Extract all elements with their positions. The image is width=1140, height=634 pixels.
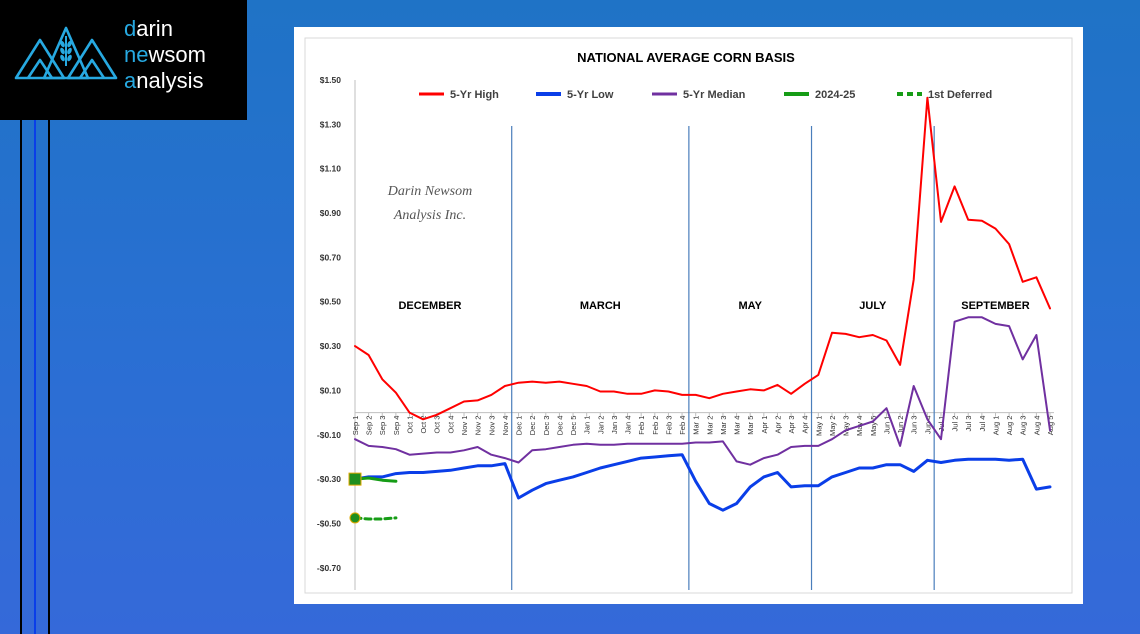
x-tick-label: Feb 1 [637, 416, 646, 435]
x-tick-label: Mar 5 [746, 416, 755, 435]
x-tick-label: Dec 3 [542, 416, 551, 436]
watermark-line-2: Analysis Inc. [393, 208, 466, 223]
y-tick-label: $0.70 [320, 252, 342, 262]
x-tick-label: Jun 4 [923, 416, 932, 434]
legend-label: 5-Yr Median [683, 89, 746, 101]
brand-line-1: darin [124, 16, 173, 41]
x-tick-label: Jul 4 [978, 416, 987, 432]
series-line [354, 316, 1051, 466]
legend-label: 5-Yr Low [567, 89, 614, 101]
x-tick-label: Jun 1 [882, 416, 891, 434]
x-tick-label: May 3 [842, 416, 851, 436]
x-tick-label: Mar 2 [705, 416, 714, 435]
decorative-line [20, 120, 22, 634]
x-tick-label: Nov 2 [474, 416, 483, 436]
mountain-wheat-icon [14, 26, 118, 80]
y-tick-label: $0.90 [320, 208, 342, 218]
x-tick-label: Jan 4 [624, 416, 633, 434]
period-label: MAY [738, 300, 762, 312]
deferred-basis-marker [349, 512, 361, 524]
series-line [354, 96, 1051, 421]
x-tick-label: Aug 1 [991, 416, 1000, 436]
x-tick-label: May 2 [828, 416, 837, 436]
x-tick-label: Mar 1 [692, 416, 701, 435]
corn-basis-chart: NATIONAL AVERAGE CORN BASIS Darin Newsom… [304, 37, 1073, 594]
x-tick-label: Dec 4 [555, 416, 564, 436]
x-tick-label: Feb 2 [651, 416, 660, 435]
y-tick-label: -$0.50 [317, 518, 341, 528]
x-tick-label: Sep 1 [351, 416, 360, 436]
x-tick-label: Apr 2 [773, 416, 782, 434]
x-tick-label: Mar 4 [733, 416, 742, 435]
brand-line-2: newsom [124, 42, 206, 67]
x-tick-label: May 1 [814, 416, 823, 436]
x-tick-label: Aug 3 [1019, 416, 1028, 436]
x-tick-label: Nov 4 [501, 416, 510, 436]
x-tick-label: Sep 4 [392, 416, 401, 436]
x-tick-label: Oct 1 [406, 416, 415, 434]
x-tick-label: Dec 1 [515, 416, 524, 436]
x-tick-label: Jul 2 [951, 416, 960, 432]
x-tick-label: Jan 2 [596, 416, 605, 434]
x-tick-label: Oct 3 [433, 416, 442, 434]
watermark-line-1: Darin Newsom [387, 184, 472, 199]
x-tick-label: Apr 1 [760, 416, 769, 434]
x-tick-label: Jun 3 [910, 416, 919, 434]
x-tick-label: Aug 2 [1005, 416, 1014, 436]
x-tick-label: Nov 3 [487, 416, 496, 436]
x-tick-label: Apr 3 [787, 416, 796, 434]
legend-label: 1st Deferred [928, 89, 992, 101]
period-label: JULY [859, 300, 887, 312]
x-tick-label: Mar 3 [719, 416, 728, 435]
y-tick-label: -$0.70 [317, 563, 341, 573]
period-label: SEPTEMBER [961, 300, 1030, 312]
x-tick-label: Oct 4 [446, 416, 455, 434]
x-tick-label: Sep 3 [378, 416, 387, 436]
brand-wordmark: darin newsom analysis [124, 16, 206, 94]
x-tick-label: May 5 [869, 416, 878, 436]
x-tick-label: Feb 4 [678, 416, 687, 435]
series-line [353, 453, 1052, 512]
decorative-line [34, 120, 36, 634]
x-tick-label: Apr 4 [801, 416, 810, 434]
x-tick-label: Jan 1 [583, 416, 592, 434]
current-basis-marker [348, 472, 362, 486]
y-tick-label: $1.50 [320, 75, 342, 85]
x-tick-label: Aug 5 [1046, 416, 1055, 436]
y-tick-label: -$0.10 [317, 430, 341, 440]
x-tick-label: Oct 2 [419, 416, 428, 434]
y-tick-label: $0.50 [320, 297, 342, 307]
x-tick-label: Jan 3 [610, 416, 619, 434]
y-tick-label: $0.10 [320, 385, 342, 395]
logo: darin newsom analysis [0, 0, 247, 120]
y-tick-label: $0.30 [320, 341, 342, 351]
y-tick-label: -$0.30 [317, 474, 341, 484]
period-label: DECEMBER [398, 300, 461, 312]
decorative-line [48, 120, 50, 634]
x-tick-label: Jul 1 [937, 416, 946, 432]
x-tick-label: Jun 2 [896, 416, 905, 434]
period-label: MARCH [580, 300, 621, 312]
series-line [353, 516, 398, 521]
x-tick-label: Feb 3 [664, 416, 673, 435]
series-line [353, 476, 398, 483]
chart-card: NATIONAL AVERAGE CORN BASIS Darin Newsom… [294, 27, 1083, 604]
legend-label: 5-Yr High [450, 89, 499, 101]
y-tick-label: $1.10 [320, 164, 342, 174]
x-tick-label: Dec 2 [528, 416, 537, 436]
chart-title: NATIONAL AVERAGE CORN BASIS [577, 50, 795, 65]
brand-line-3: analysis [124, 68, 204, 93]
x-tick-label: Sep 2 [365, 416, 374, 436]
x-tick-label: Aug 4 [1032, 416, 1041, 436]
x-tick-label: Nov 1 [460, 416, 469, 436]
legend-label: 2024-25 [815, 89, 855, 101]
x-tick-label: Dec 5 [569, 416, 578, 436]
x-tick-label: Jul 3 [964, 416, 973, 432]
y-tick-label: $1.30 [320, 119, 342, 129]
